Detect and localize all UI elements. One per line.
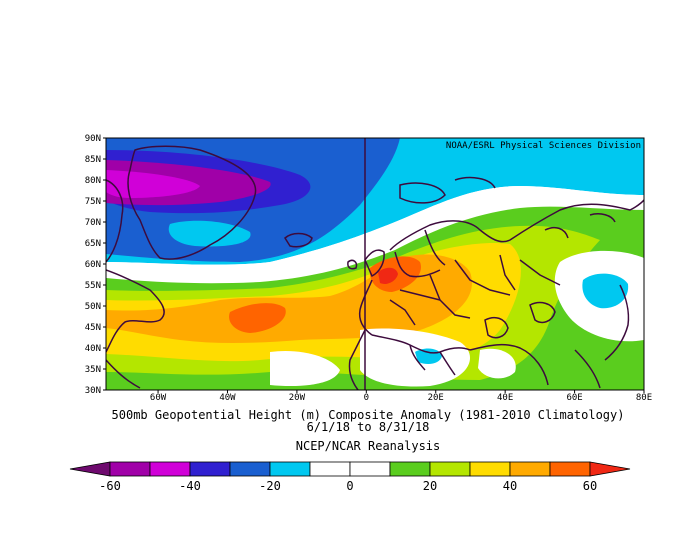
- colorbar-tick-label: 60: [583, 479, 597, 493]
- colorbar-tick-label: -40: [179, 479, 201, 493]
- colorbar-tick-label: 0: [346, 479, 353, 493]
- anomaly-field: [106, 138, 644, 390]
- colorbar-swatch: [469, 461, 511, 477]
- colorbar-swatch: [549, 461, 591, 477]
- lat-tick-label: 85N: [85, 155, 101, 165]
- colorbar-swatch: [309, 461, 351, 477]
- colorbar-swatch: [509, 461, 551, 477]
- lon-tick-label: 20W: [289, 393, 306, 403]
- colorbar-tick-label: -60: [99, 479, 121, 493]
- caption-source: NCEP/NCAR Reanalysis: [295, 439, 441, 453]
- colorbar-tick-label: 40: [503, 479, 517, 493]
- colorbar-tick-label: -20: [259, 479, 281, 493]
- colorbar-swatch: [389, 461, 431, 477]
- lon-tick-label: 60W: [150, 393, 167, 403]
- lat-tick-label: 30N: [85, 386, 101, 396]
- colorbar-swatch: [109, 461, 151, 477]
- caption-dates: 6/1/18 to 8/31/18: [306, 420, 430, 434]
- latitude-axis: 90N 85N 80N 75N 70N 65N 60N 55N 50N 45N 40N 35N 30N: [85, 134, 106, 396]
- colorbar-swatch: [589, 461, 631, 477]
- lat-tick-label: 40N: [85, 344, 101, 354]
- lon-tick-label: 20E: [428, 393, 444, 403]
- colorbar-swatch: [349, 461, 391, 477]
- lat-tick-label: 50N: [85, 302, 101, 312]
- lat-tick-label: 90N: [85, 134, 101, 144]
- credit-label: NOAA/ESRL Physical Sciences Division: [446, 141, 641, 151]
- colorbar-swatch: [269, 461, 311, 477]
- caption-title: 500mb Geopotential Height (m) Composite …: [111, 408, 625, 422]
- colorbar-swatch: [429, 461, 471, 477]
- lat-tick-label: 60N: [85, 260, 101, 270]
- lon-tick-label: 40W: [219, 393, 236, 403]
- lon-tick-label: 80E: [636, 393, 652, 403]
- lat-tick-label: 55N: [85, 281, 101, 291]
- lat-tick-label: 70N: [85, 218, 101, 228]
- lat-tick-label: 75N: [85, 197, 101, 207]
- lat-tick-label: 45N: [85, 323, 101, 333]
- colorbar-swatch: [149, 461, 191, 477]
- colorbar: -60 -40 -20 0 20 40 60: [69, 461, 631, 493]
- longitude-axis: 60W 40W 20W 0 20E 40E 60E 80E: [150, 390, 652, 403]
- colorbar-tick-label: 20: [423, 479, 437, 493]
- colorbar-swatch: [189, 461, 231, 477]
- coastlines: [106, 145, 644, 390]
- colorbar-swatch: [229, 461, 271, 477]
- lat-tick-label: 80N: [85, 176, 101, 186]
- lat-tick-label: 65N: [85, 239, 101, 249]
- lon-tick-label: 60E: [566, 393, 582, 403]
- lat-tick-label: 35N: [85, 365, 101, 375]
- colorbar-swatch: [69, 461, 111, 477]
- lon-tick-label: 40E: [497, 393, 513, 403]
- lon-tick-label: 0: [364, 393, 369, 403]
